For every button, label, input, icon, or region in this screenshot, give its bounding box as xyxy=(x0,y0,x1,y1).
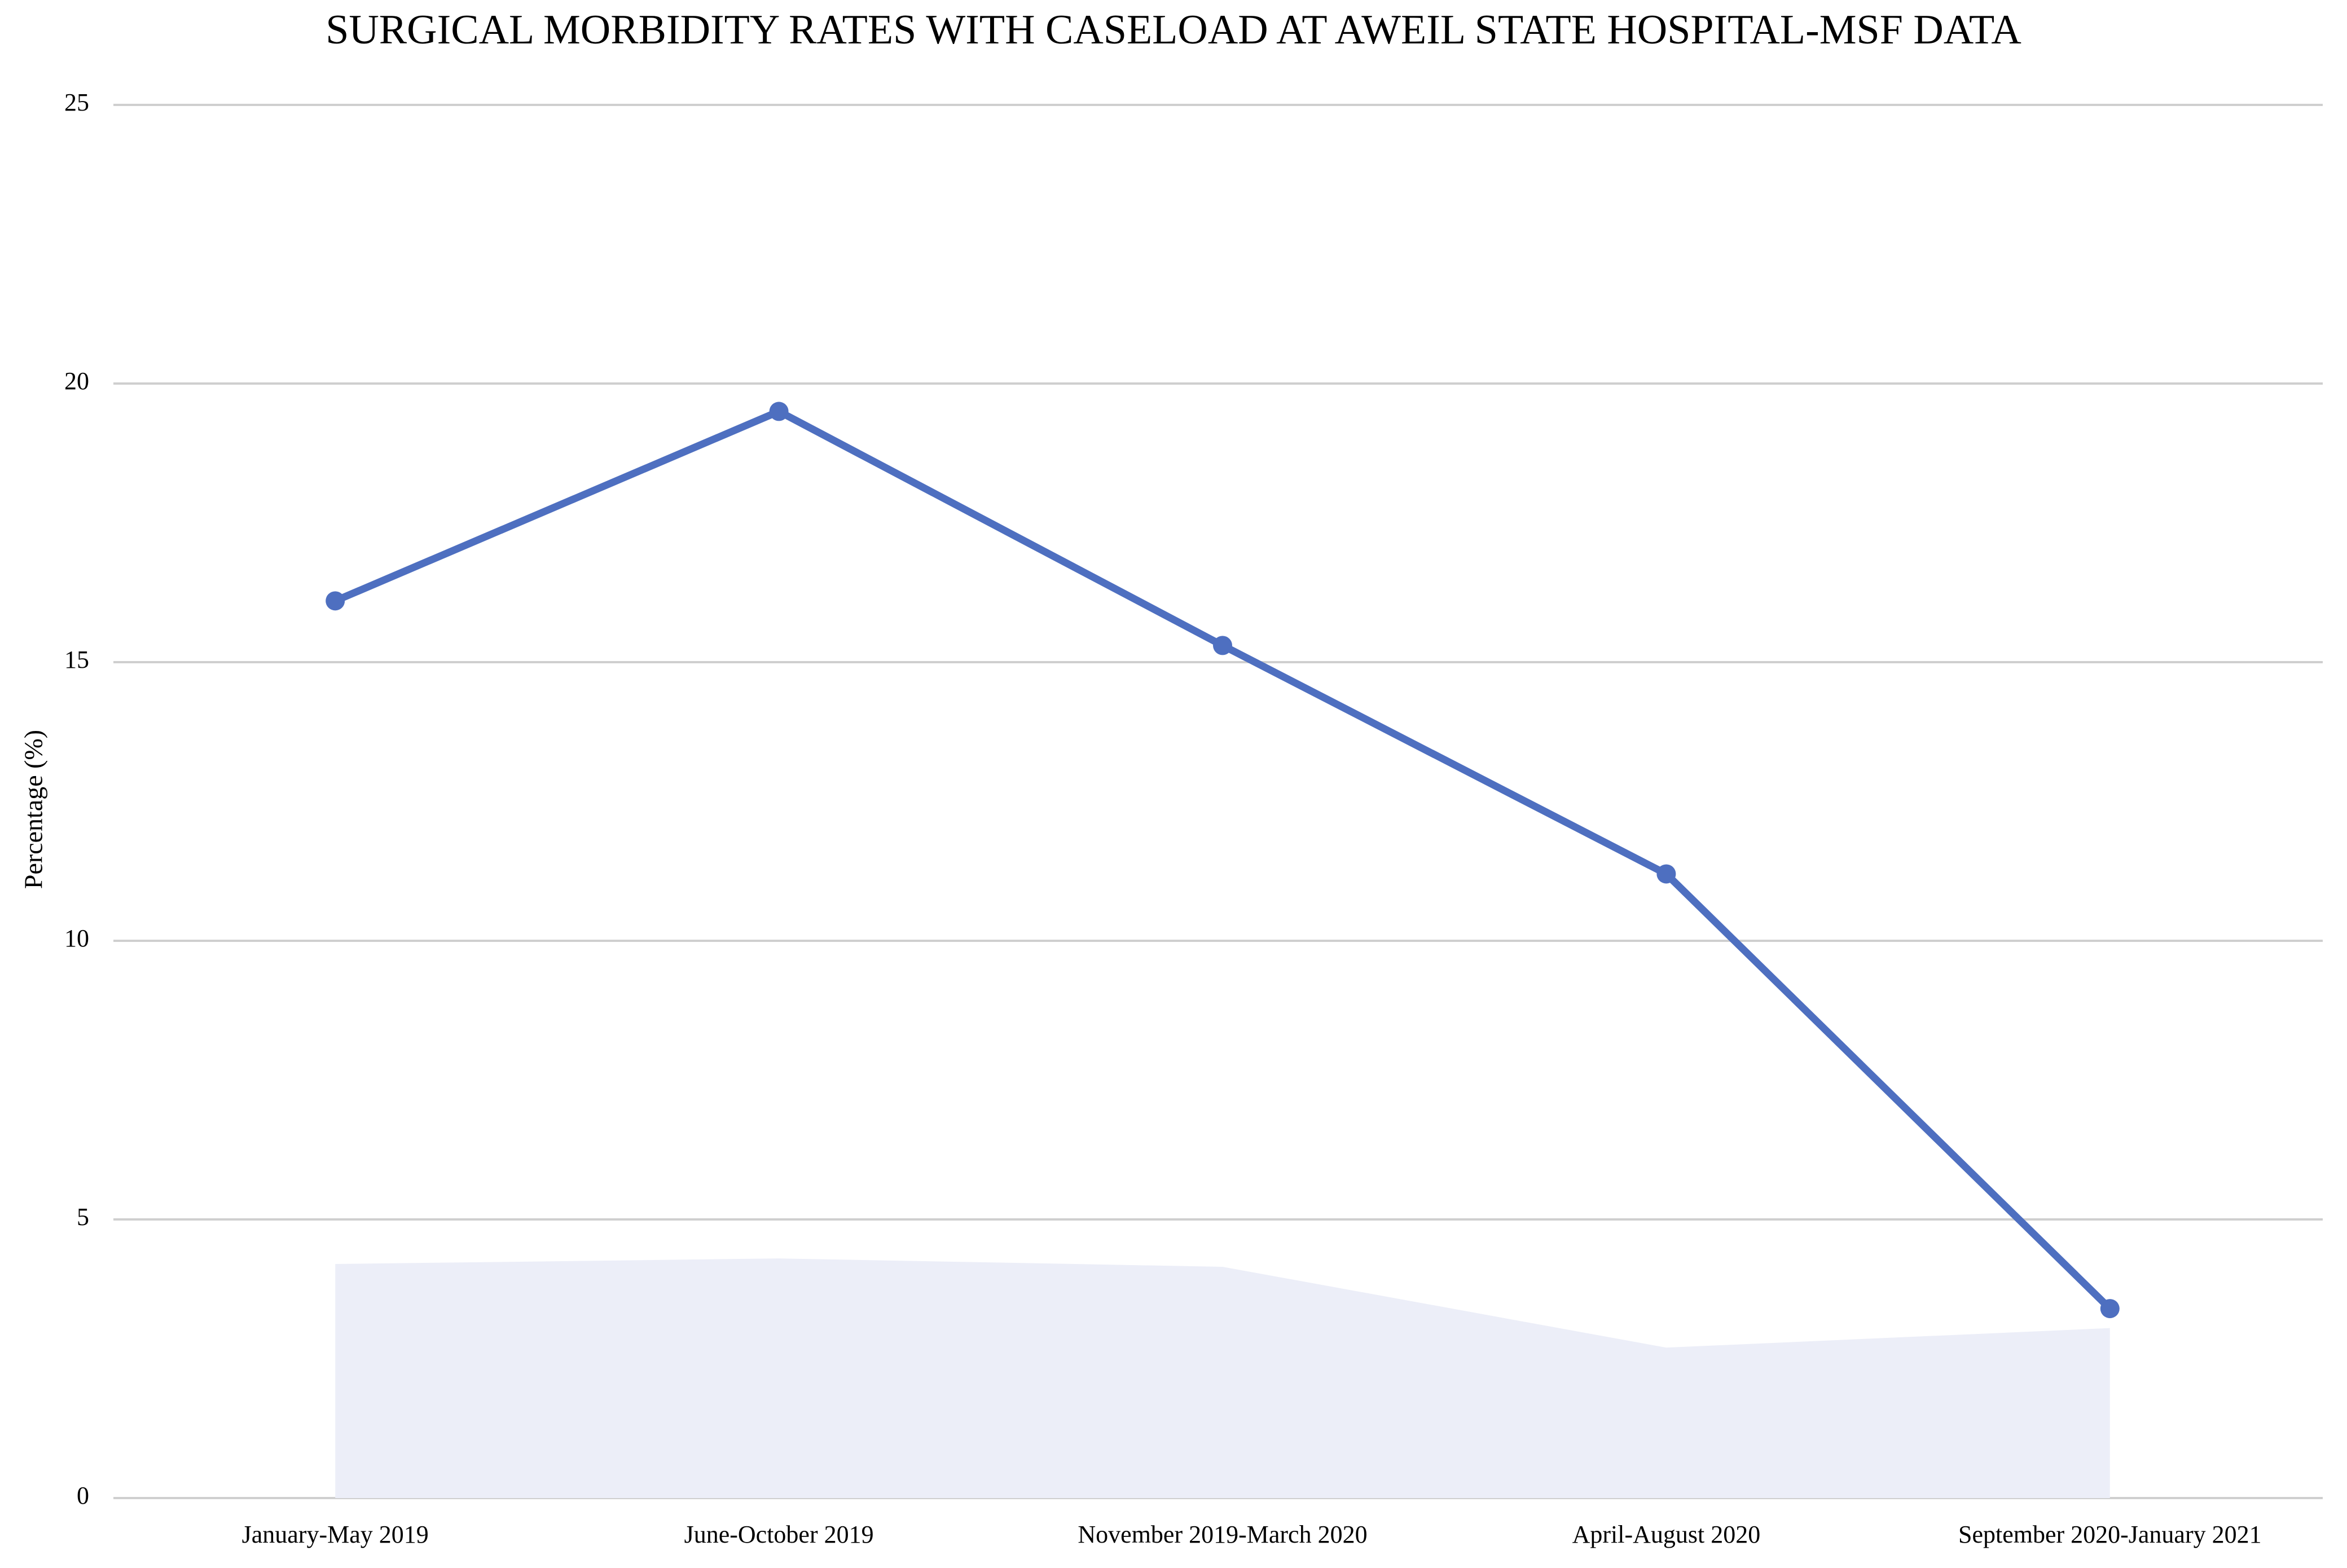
y-tick-label: 10 xyxy=(64,924,89,952)
y-tick-label: 25 xyxy=(64,89,89,116)
line xyxy=(333,407,2113,1311)
point xyxy=(1213,636,1232,655)
x-tick-label: April-August 2020 xyxy=(1572,1521,1761,1548)
area xyxy=(335,1258,2110,1498)
y-axis-label: Percentage (%) xyxy=(19,730,48,889)
point xyxy=(2100,1299,2120,1319)
point xyxy=(326,591,345,611)
y-tick-label: 5 xyxy=(77,1203,89,1231)
y-tick-label: 0 xyxy=(77,1482,89,1509)
y-tick-label: 20 xyxy=(64,367,89,395)
point xyxy=(1656,864,1676,884)
x-tick-label: September 2020-January 2021 xyxy=(1958,1521,2262,1548)
x-tick-label: November 2019-March 2020 xyxy=(1078,1521,1367,1548)
x-tick-label: January-May 2019 xyxy=(242,1521,429,1548)
point xyxy=(769,402,789,421)
chart-title: SURGICAL MORBIDITY RATES WITH CASELOAD A… xyxy=(326,7,2021,53)
x-tick-label: June-October 2019 xyxy=(684,1521,874,1548)
y-tick-label: 15 xyxy=(64,646,89,673)
